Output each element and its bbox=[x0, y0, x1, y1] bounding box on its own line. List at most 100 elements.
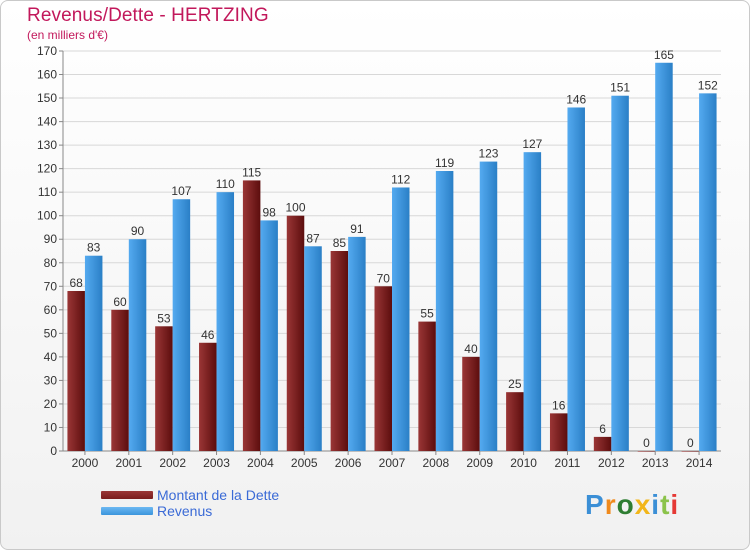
y-tick-label: 30 bbox=[44, 373, 58, 387]
data-label-debt: 85 bbox=[333, 236, 347, 250]
data-label-revenue: 83 bbox=[87, 241, 101, 255]
y-tick-label: 50 bbox=[44, 326, 58, 340]
x-tick-label: 2010 bbox=[510, 456, 537, 470]
x-tick-label: 2002 bbox=[159, 456, 186, 470]
data-label-debt: 70 bbox=[377, 271, 391, 285]
data-label-revenue: 152 bbox=[698, 78, 718, 92]
y-tick-label: 40 bbox=[44, 350, 58, 364]
bar-revenue bbox=[128, 239, 147, 451]
legend-swatch-revenue bbox=[101, 507, 153, 515]
data-label-debt: 53 bbox=[157, 311, 171, 325]
data-label-revenue: 107 bbox=[171, 184, 191, 198]
data-label-revenue: 123 bbox=[478, 147, 498, 161]
x-tick-label: 2000 bbox=[72, 456, 99, 470]
bar-revenue bbox=[172, 199, 191, 451]
data-label-debt: 100 bbox=[286, 201, 306, 215]
x-tick-label: 2009 bbox=[466, 456, 493, 470]
y-tick-label: 90 bbox=[44, 232, 58, 246]
legend-label-debt: Montant de la Dette bbox=[157, 487, 280, 503]
legend-swatch-debt bbox=[101, 491, 153, 499]
data-label-revenue: 110 bbox=[216, 177, 235, 191]
data-label-debt: 68 bbox=[70, 276, 84, 290]
y-tick-label: 0 bbox=[50, 444, 57, 458]
bar-debt bbox=[549, 413, 568, 451]
bar-revenue bbox=[699, 93, 717, 452]
data-label-revenue: 165 bbox=[654, 48, 674, 62]
data-label-debt: 0 bbox=[687, 436, 694, 450]
chart-title: Revenus/Dette - HERTZING bbox=[27, 5, 269, 26]
data-label-revenue: 151 bbox=[610, 81, 630, 95]
data-label-revenue: 98 bbox=[262, 205, 276, 219]
x-tick-label: 2001 bbox=[115, 456, 142, 470]
bar-revenue bbox=[523, 152, 542, 452]
bar-debt bbox=[242, 180, 261, 452]
y-tick-label: 130 bbox=[37, 138, 57, 152]
x-tick-label: 2006 bbox=[335, 456, 362, 470]
y-tick-label: 60 bbox=[44, 303, 58, 317]
data-label-revenue: 87 bbox=[306, 231, 320, 245]
data-label-debt: 16 bbox=[552, 398, 566, 412]
bar-revenue bbox=[479, 161, 498, 451]
data-label-revenue: 91 bbox=[350, 222, 364, 236]
data-label-revenue: 112 bbox=[391, 172, 410, 186]
bar-debt bbox=[199, 342, 217, 451]
x-tick-label: 2005 bbox=[291, 456, 318, 470]
x-tick-label: 2014 bbox=[686, 456, 713, 470]
proxiti-logo: Proxiti bbox=[585, 489, 680, 520]
bar-revenue bbox=[567, 107, 585, 452]
x-tick-label: 2003 bbox=[203, 456, 230, 470]
x-tick-label: 2008 bbox=[423, 456, 450, 470]
bar-revenue bbox=[435, 171, 454, 451]
data-label-revenue: 119 bbox=[435, 156, 454, 170]
bar-debt bbox=[67, 291, 85, 451]
data-label-revenue: 127 bbox=[522, 137, 542, 151]
data-label-debt: 60 bbox=[113, 295, 127, 309]
data-label-debt: 25 bbox=[508, 377, 522, 391]
x-tick-label: 2012 bbox=[598, 456, 625, 470]
bar-revenue bbox=[611, 95, 629, 452]
chart-subtitle: (en milliers d'€) bbox=[27, 28, 108, 42]
x-tick-label: 2011 bbox=[555, 456, 581, 470]
data-label-debt: 115 bbox=[242, 165, 261, 179]
y-tick-label: 100 bbox=[37, 209, 57, 223]
data-label-debt: 55 bbox=[420, 307, 434, 321]
bar-revenue bbox=[655, 62, 673, 451]
x-tick-label: 2007 bbox=[379, 456, 406, 470]
data-label-revenue: 146 bbox=[566, 92, 586, 106]
y-tick-label: 170 bbox=[37, 44, 57, 58]
x-tick-label: 2004 bbox=[247, 456, 274, 470]
y-tick-label: 20 bbox=[44, 397, 58, 411]
bar-debt bbox=[681, 451, 700, 452]
data-label-debt: 6 bbox=[599, 422, 606, 436]
legend-label-revenue: Revenus bbox=[157, 503, 213, 519]
y-tick-label: 10 bbox=[44, 420, 58, 434]
bar-revenue bbox=[84, 255, 103, 451]
y-tick-label: 160 bbox=[37, 68, 57, 82]
bar-debt bbox=[155, 326, 173, 451]
data-label-debt: 0 bbox=[643, 436, 650, 450]
y-tick-label: 140 bbox=[37, 115, 57, 129]
bar-debt bbox=[330, 251, 349, 451]
bar-debt bbox=[593, 436, 612, 451]
bar-debt bbox=[374, 286, 392, 451]
legend: Montant de la Dette Revenus bbox=[101, 487, 279, 519]
bar-revenue bbox=[392, 187, 410, 451]
bar-revenue bbox=[216, 192, 235, 452]
bar-debt bbox=[418, 321, 436, 451]
y-tick-label: 70 bbox=[44, 279, 58, 293]
y-tick-label: 80 bbox=[44, 256, 58, 270]
y-tick-label: 150 bbox=[37, 91, 57, 105]
bar-revenue bbox=[260, 220, 278, 451]
y-tick-label: 120 bbox=[37, 162, 57, 176]
bar-debt bbox=[462, 356, 480, 451]
y-tick-label: 110 bbox=[38, 185, 57, 199]
data-label-debt: 40 bbox=[464, 342, 478, 356]
bar-debt bbox=[506, 392, 524, 451]
legend-item-debt: Montant de la Dette bbox=[101, 487, 279, 503]
bar-revenue bbox=[348, 236, 366, 451]
x-tick-label: 2013 bbox=[642, 456, 669, 470]
bar-debt bbox=[637, 451, 656, 452]
legend-item-revenue: Revenus bbox=[101, 503, 279, 519]
